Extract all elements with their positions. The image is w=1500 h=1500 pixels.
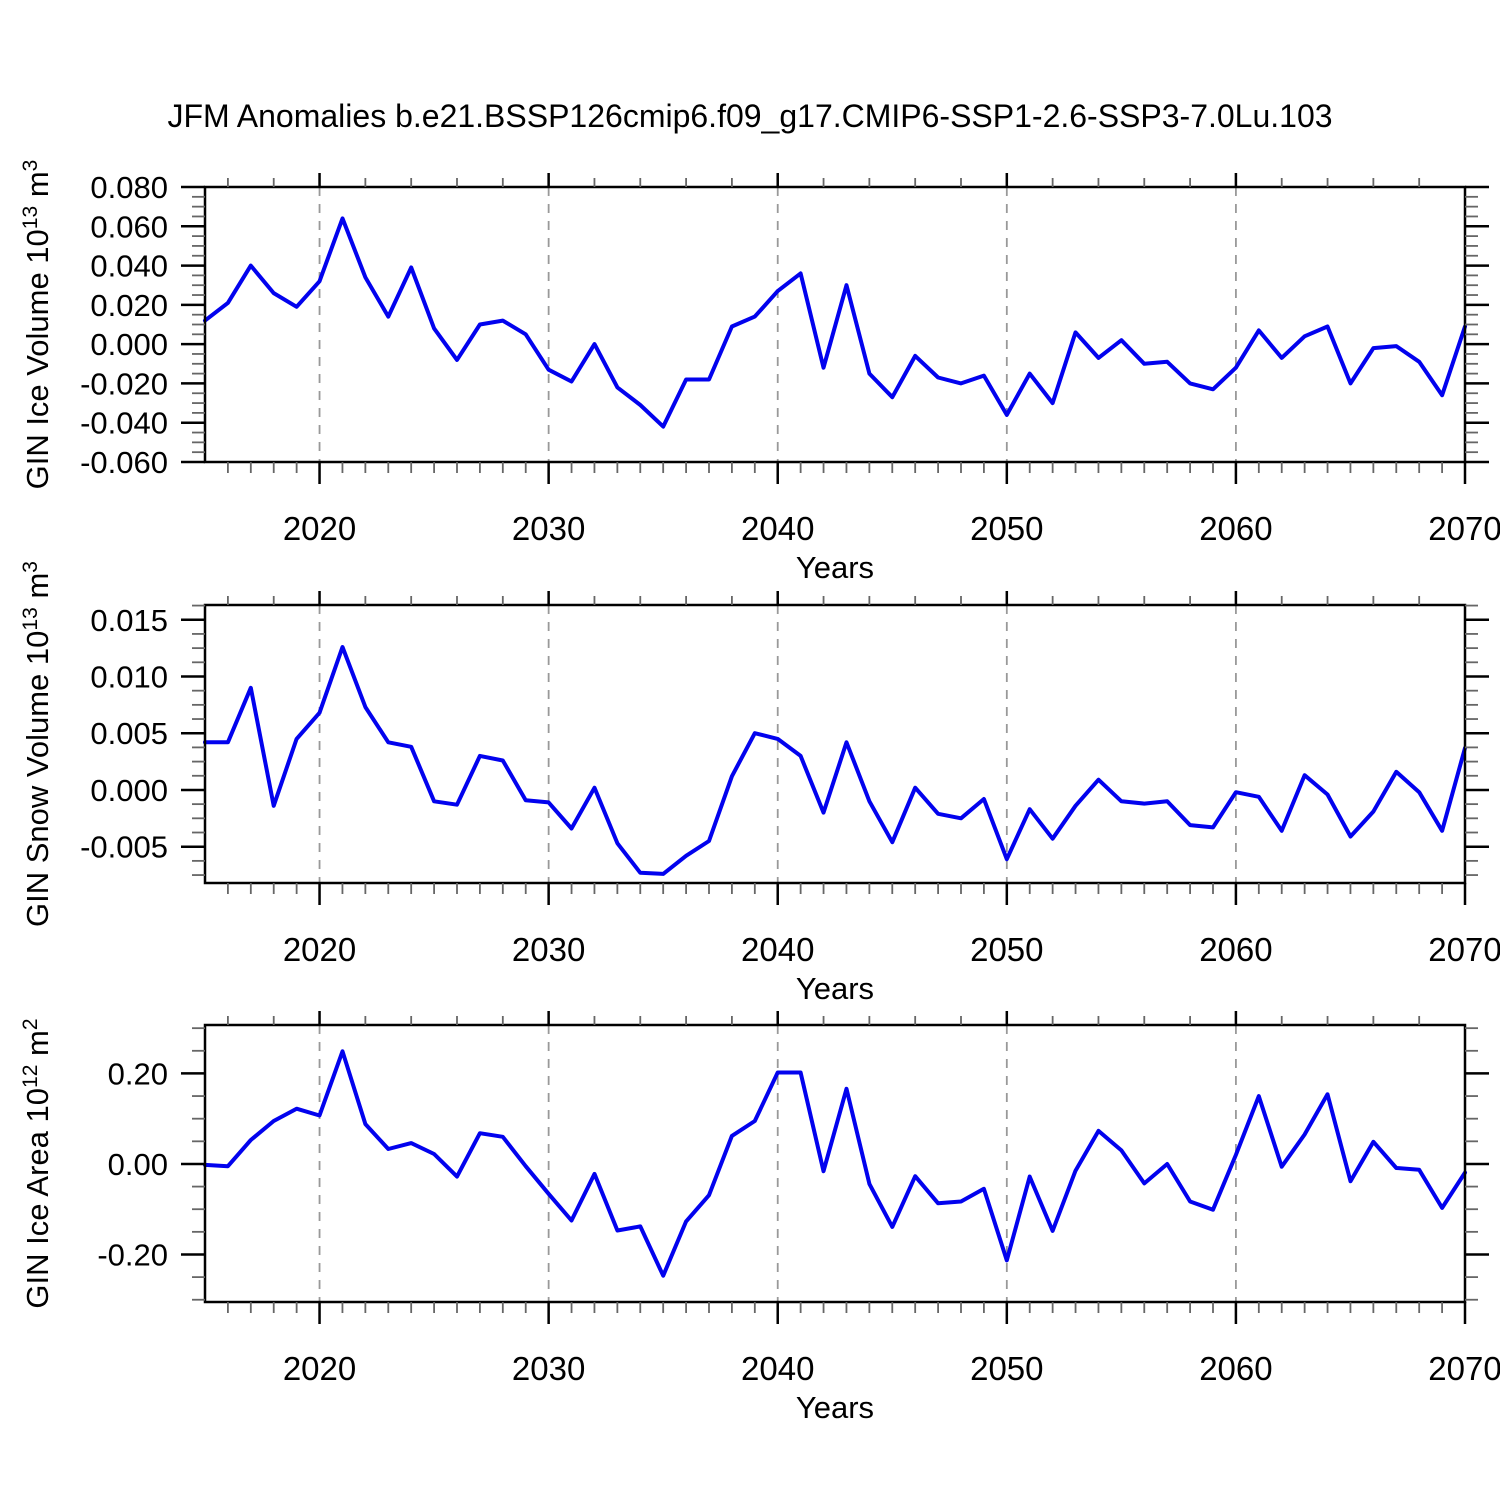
y-tick-label: 0.20	[108, 1056, 168, 1091]
x-tick-label: 2030	[512, 931, 585, 968]
x-tick-label: 2020	[283, 1350, 356, 1387]
y-tick-label: -0.060	[80, 445, 168, 480]
y-tick-label: -0.020	[80, 366, 168, 401]
x-axis-title: Years	[796, 550, 874, 585]
x-tick-label: 2030	[512, 510, 585, 547]
y-tick-label: -0.20	[97, 1237, 168, 1272]
y-tick-label: 0.005	[90, 716, 168, 751]
x-tick-label: 2040	[741, 1350, 814, 1387]
ice-area-plot-frame	[203, 1023, 1467, 1304]
x-tick-label: 2030	[512, 1350, 585, 1387]
y-axis-title: GIN Snow Volume 1013 m3	[19, 561, 55, 927]
x-tick-label: 2070	[1428, 1350, 1500, 1387]
y-tick-label: 0.015	[90, 603, 168, 638]
x-tick-label: 2020	[283, 510, 356, 547]
x-tick-label: 2070	[1428, 510, 1500, 547]
x-tick-label: 2040	[741, 510, 814, 547]
x-tick-label: 2060	[1199, 931, 1272, 968]
x-tick-label: 2020	[283, 931, 356, 968]
chart-title: JFM Anomalies b.e21.BSSP126cmip6.f09_g17…	[167, 98, 1333, 134]
x-tick-label: 2050	[970, 1350, 1043, 1387]
x-tick-label: 2050	[970, 931, 1043, 968]
y-tick-label: 0.010	[90, 659, 168, 694]
x-axis-title: Years	[796, 1390, 874, 1425]
y-tick-label: 0.00	[108, 1147, 168, 1182]
y-tick-label: 0.000	[90, 327, 168, 362]
x-tick-label: 2060	[1199, 1350, 1272, 1387]
y-tick-label: -0.005	[80, 830, 168, 865]
y-tick-label: 0.060	[90, 209, 168, 244]
snow-volume-series-line	[203, 645, 1467, 876]
y-tick-label: 0.040	[90, 249, 168, 284]
y-tick-label: 0.020	[90, 288, 168, 323]
x-axis-title: Years	[796, 971, 874, 1006]
x-tick-label: 2040	[741, 931, 814, 968]
x-tick-label: 2060	[1199, 510, 1272, 547]
x-tick-label: 2070	[1428, 931, 1500, 968]
x-tick-label: 2050	[970, 510, 1043, 547]
y-tick-label: 0.080	[90, 170, 168, 205]
y-tick-label: 0.000	[90, 773, 168, 808]
snow-volume-plot-frame	[203, 603, 1467, 885]
y-axis-title: GIN Ice Area 1012 m2	[19, 1018, 55, 1308]
y-axis-title: GIN Ice Volume 1013 m3	[19, 160, 55, 490]
ice-volume-series-line	[203, 216, 1467, 429]
ice-area-series-line	[203, 1049, 1467, 1278]
y-tick-label: -0.040	[80, 406, 168, 441]
